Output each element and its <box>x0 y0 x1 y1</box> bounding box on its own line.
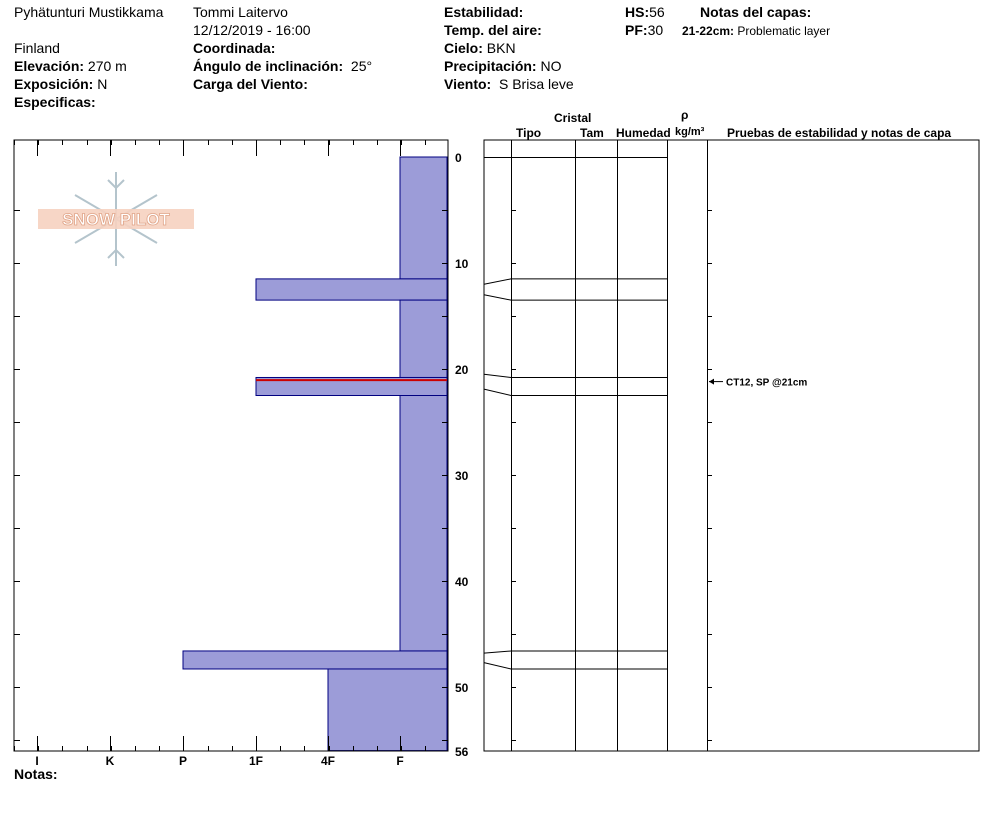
slope-label: Ángulo de inclinación: <box>193 58 344 74</box>
coord-label: Coordinada: <box>193 40 276 56</box>
test-annotation: CT12, SP @21cm <box>726 378 807 389</box>
notes-label: Notas: <box>14 766 58 782</box>
hardness-tick-label: 4F <box>321 754 335 768</box>
air-temp-label: Temp. del aire: <box>444 22 542 38</box>
hardness-tick-label: F <box>396 754 403 768</box>
precip-value: NO <box>540 58 562 74</box>
hardness-layer-bar <box>399 395 448 652</box>
datetime: 12/12/2019 - 16:00 <box>193 22 311 38</box>
annotation-arrow <box>709 378 714 385</box>
layer-boundary <box>483 373 667 378</box>
hs-label: HS: <box>625 4 650 20</box>
hardness-tick-label: I <box>35 754 38 768</box>
country: Finland <box>14 40 60 56</box>
precip-label: Precipitación: <box>444 58 537 74</box>
elevation-label: Elevación: <box>14 58 85 74</box>
layer-boundary <box>483 294 667 301</box>
layer-note: 21-22cm: Problematic layer <box>682 23 830 39</box>
observer: Tommi Laitervo <box>193 4 288 20</box>
sky-label: Cielo: <box>444 40 483 56</box>
precip-row: Precipitación: NO <box>444 58 561 74</box>
type-header: Tipo <box>516 126 542 140</box>
density-unit-header: kg/m³ <box>675 126 705 138</box>
depth-tick-label: 40 <box>455 575 469 589</box>
exposure-label: Exposición: <box>14 76 94 92</box>
layer-boundary <box>483 388 667 396</box>
hs-row: HS:56 <box>625 4 665 20</box>
size-header: Tam <box>580 126 604 140</box>
layer-notes-label: Notas del capas: <box>700 4 812 20</box>
wind-value: S Brisa leve <box>498 76 574 92</box>
hardness-layer-bar <box>327 668 448 752</box>
depth-tick-label: 50 <box>455 681 469 695</box>
layer-boundary <box>483 650 667 654</box>
logo-text: SNOW PILOT <box>62 210 170 229</box>
hardness-tick-label: 1F <box>249 754 263 768</box>
snowpilot-logo: SNOW PILOT <box>38 172 194 266</box>
pf-label: PF: <box>625 22 648 38</box>
elevation-row: Elevación: 270 m <box>14 58 127 74</box>
hardness-plot-frame <box>13 139 449 752</box>
layer-table-frame <box>483 139 980 752</box>
hardness-layer-bar <box>255 376 448 397</box>
depth-tick-label: 10 <box>455 257 469 271</box>
depth-tick-label: 56 <box>455 745 469 759</box>
wind-label: Viento: <box>444 76 492 92</box>
slope-row: Ángulo de inclinación: 25° <box>193 58 372 74</box>
depth-tick-label: 30 <box>455 469 469 483</box>
layer-note-depth: 21-22cm: <box>682 24 735 38</box>
pf-value: 30 <box>647 22 664 38</box>
hs-value: 56 <box>649 4 665 20</box>
layer-note-text: Problematic layer <box>737 24 831 38</box>
rho-header: ρ <box>681 108 689 122</box>
wind-load-label: Carga del Viento: <box>193 76 308 92</box>
elevation-value: 270 m <box>87 58 127 74</box>
slope-value: 25° <box>350 58 373 74</box>
moisture-header: Humedad <box>616 126 671 140</box>
depth-tick-label: 0 <box>455 151 462 165</box>
hardness-tick-label: P <box>179 754 187 768</box>
sky-row: Cielo: BKN <box>444 40 516 56</box>
layer-boundary <box>483 662 667 670</box>
crystal-header: Cristal <box>554 111 592 125</box>
hardness-layer-bar <box>182 650 448 670</box>
hardness-tick-label: K <box>106 754 115 768</box>
hardness-layer-bar <box>399 299 448 378</box>
exposure-row: Exposición: N <box>14 76 107 92</box>
stability-label: Estabilidad: <box>444 4 524 20</box>
pf-row: PF:30 <box>625 22 663 38</box>
sky-value: BKN <box>486 40 516 56</box>
layer-boundary <box>483 278 667 285</box>
depth-tick-label: 20 <box>455 363 469 377</box>
specifics-label: Especificas: <box>14 94 96 110</box>
hardness-layer-bar <box>399 156 448 280</box>
location: Pyhätunturi Mustikkama <box>14 4 164 20</box>
tests-header: Pruebas de estabilidad y notas de capa <box>727 126 952 140</box>
hardness-layer-bar <box>255 278 448 301</box>
wind-row: Viento: S Brisa leve <box>444 76 574 92</box>
exposure-value: N <box>97 76 108 92</box>
